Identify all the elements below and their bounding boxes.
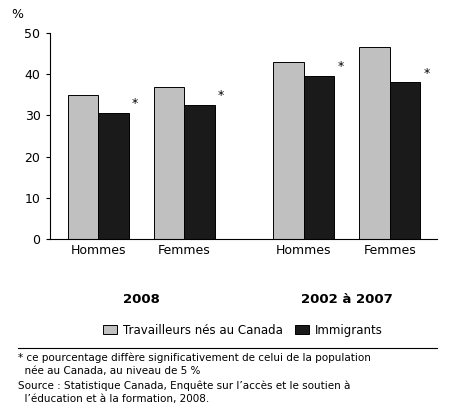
Text: *: * [423, 66, 430, 80]
Text: *: * [218, 89, 224, 102]
Bar [98, 113, 129, 239]
Bar [304, 76, 334, 239]
Text: *: * [338, 60, 343, 73]
Bar [390, 82, 420, 239]
Bar [359, 47, 390, 239]
Text: 2002 à 2007: 2002 à 2007 [301, 293, 392, 306]
Bar [273, 62, 304, 239]
Text: * ce pourcentage diffère significativement de celui de la population
  née au Ca: * ce pourcentage diffère significativeme… [18, 352, 371, 404]
Text: *: * [132, 97, 138, 110]
Legend: Travailleurs nés au Canada, Immigrants: Travailleurs nés au Canada, Immigrants [99, 319, 387, 342]
Text: %: % [11, 7, 23, 21]
Text: 2008: 2008 [123, 293, 160, 306]
Bar [184, 105, 215, 239]
Bar [153, 87, 184, 239]
Bar [68, 95, 98, 239]
